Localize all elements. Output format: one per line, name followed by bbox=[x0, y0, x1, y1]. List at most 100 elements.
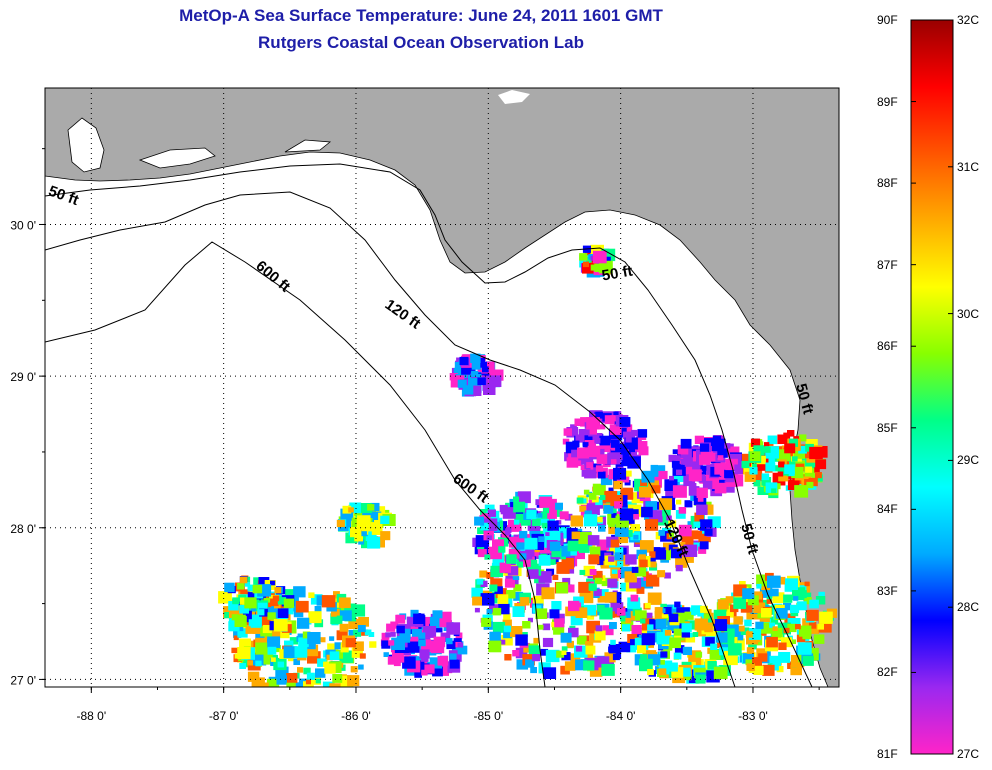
sst-pixel bbox=[560, 632, 572, 643]
sst-pixel bbox=[547, 510, 557, 519]
colorbar-f-label: 84F bbox=[877, 502, 898, 517]
sst-pixel bbox=[270, 580, 276, 586]
sst-pixel bbox=[542, 507, 549, 514]
sst-pixel bbox=[764, 442, 770, 447]
sst-pixel bbox=[374, 520, 383, 528]
sst-pixel bbox=[345, 532, 358, 544]
sst-pixel bbox=[743, 653, 754, 663]
sst-pixel bbox=[610, 573, 619, 581]
sst-pixel bbox=[776, 666, 784, 673]
sst-pixel bbox=[668, 613, 679, 623]
sst-pixel bbox=[588, 554, 600, 565]
colorbar-c-label: 31C bbox=[957, 159, 980, 174]
sst-pixel bbox=[406, 616, 418, 627]
sst-pixel bbox=[815, 459, 827, 470]
sst-pixel bbox=[761, 479, 769, 486]
sst-pixel bbox=[568, 627, 579, 638]
sst-pixel bbox=[517, 561, 524, 568]
sst-pixel bbox=[561, 558, 574, 570]
sst-pixel bbox=[694, 618, 709, 631]
sst-pixel bbox=[806, 609, 819, 621]
sst-pixel bbox=[292, 689, 306, 701]
sst-pixel bbox=[270, 598, 279, 607]
sst-pixel bbox=[540, 648, 549, 656]
sst-pixel bbox=[449, 653, 457, 660]
sst-pixel bbox=[570, 653, 581, 663]
sst-pixel bbox=[336, 615, 343, 621]
sst-pixel bbox=[681, 623, 692, 633]
sst-pixel bbox=[440, 632, 447, 638]
sst-pixel bbox=[621, 456, 632, 467]
sst-pixel bbox=[297, 617, 310, 629]
sst-pixel bbox=[333, 689, 340, 695]
sst-pixel bbox=[622, 624, 631, 632]
sst-pixel bbox=[624, 571, 637, 583]
colorbar-f-label: 83F bbox=[877, 583, 898, 598]
sst-pixel bbox=[367, 534, 377, 543]
colorbar-c-label: 27C bbox=[957, 747, 980, 761]
sst-pixel bbox=[631, 625, 642, 635]
sst-pixel bbox=[684, 673, 692, 681]
sst-pixel bbox=[635, 632, 641, 638]
sst-pixel bbox=[349, 502, 362, 514]
sst-pixel bbox=[228, 621, 240, 632]
sst-pixel bbox=[350, 527, 362, 538]
sst-pixel bbox=[791, 466, 804, 479]
sst-pixel bbox=[686, 446, 696, 454]
sst-pixel bbox=[490, 578, 503, 590]
sst-pixel bbox=[645, 519, 659, 531]
sst-pixel bbox=[572, 440, 580, 448]
sst-pixel bbox=[571, 531, 580, 540]
sst-pixel bbox=[661, 612, 669, 618]
sst-pixel bbox=[359, 653, 366, 659]
sst-pixel bbox=[489, 584, 498, 592]
sst-pixel bbox=[272, 595, 280, 602]
sst-pixel bbox=[705, 438, 714, 446]
contour-50ft bbox=[45, 163, 813, 687]
sst-pixel bbox=[275, 686, 286, 687]
sst-pixel bbox=[806, 481, 814, 489]
bay-pensacola bbox=[67, 117, 105, 173]
sst-pixel bbox=[685, 633, 696, 643]
sst-pixel bbox=[773, 465, 781, 472]
sst-pixel bbox=[753, 480, 761, 487]
lon-tick-label: -84 0' bbox=[606, 709, 636, 723]
sst-pixel bbox=[532, 595, 544, 606]
sst-pixel bbox=[422, 626, 437, 638]
sst-pixel bbox=[748, 628, 762, 640]
sst-pixel bbox=[671, 536, 679, 543]
sst-pixel bbox=[647, 654, 661, 666]
sst-pixel bbox=[567, 540, 580, 552]
sst-pixel bbox=[671, 548, 682, 559]
sst-pixel bbox=[453, 638, 462, 646]
sst-pixel bbox=[787, 479, 800, 490]
sst-pixel bbox=[620, 582, 630, 592]
sst-pixel bbox=[364, 629, 372, 636]
sst-pixel bbox=[633, 534, 639, 540]
sst-pixel bbox=[348, 629, 358, 638]
sst-pixel bbox=[696, 504, 708, 515]
sst-pixel bbox=[617, 608, 626, 616]
sst-pixel bbox=[787, 623, 797, 633]
sst-pixel bbox=[277, 661, 285, 668]
sst-pixel bbox=[329, 651, 340, 660]
sst-pixel bbox=[668, 454, 677, 463]
sst-pixel bbox=[802, 655, 814, 666]
sst-pixel bbox=[553, 624, 565, 635]
sst-pixel bbox=[649, 619, 661, 630]
sst-pixel bbox=[525, 659, 535, 668]
sst-pixel bbox=[604, 592, 617, 603]
sst-pixel bbox=[759, 586, 773, 598]
sst-pixel bbox=[552, 508, 563, 517]
sst-pixel bbox=[396, 655, 405, 663]
sst-pixel bbox=[584, 604, 596, 616]
sst-pixel bbox=[266, 602, 272, 608]
sst-pixel bbox=[601, 441, 614, 452]
sst-pixel bbox=[698, 476, 706, 483]
sst-pixel bbox=[667, 662, 678, 672]
sst-pixel bbox=[484, 554, 491, 560]
sst-pixel bbox=[607, 452, 621, 465]
sst-pixel bbox=[707, 516, 721, 529]
sst-pixel bbox=[657, 570, 666, 578]
sst-pixel bbox=[704, 528, 713, 536]
